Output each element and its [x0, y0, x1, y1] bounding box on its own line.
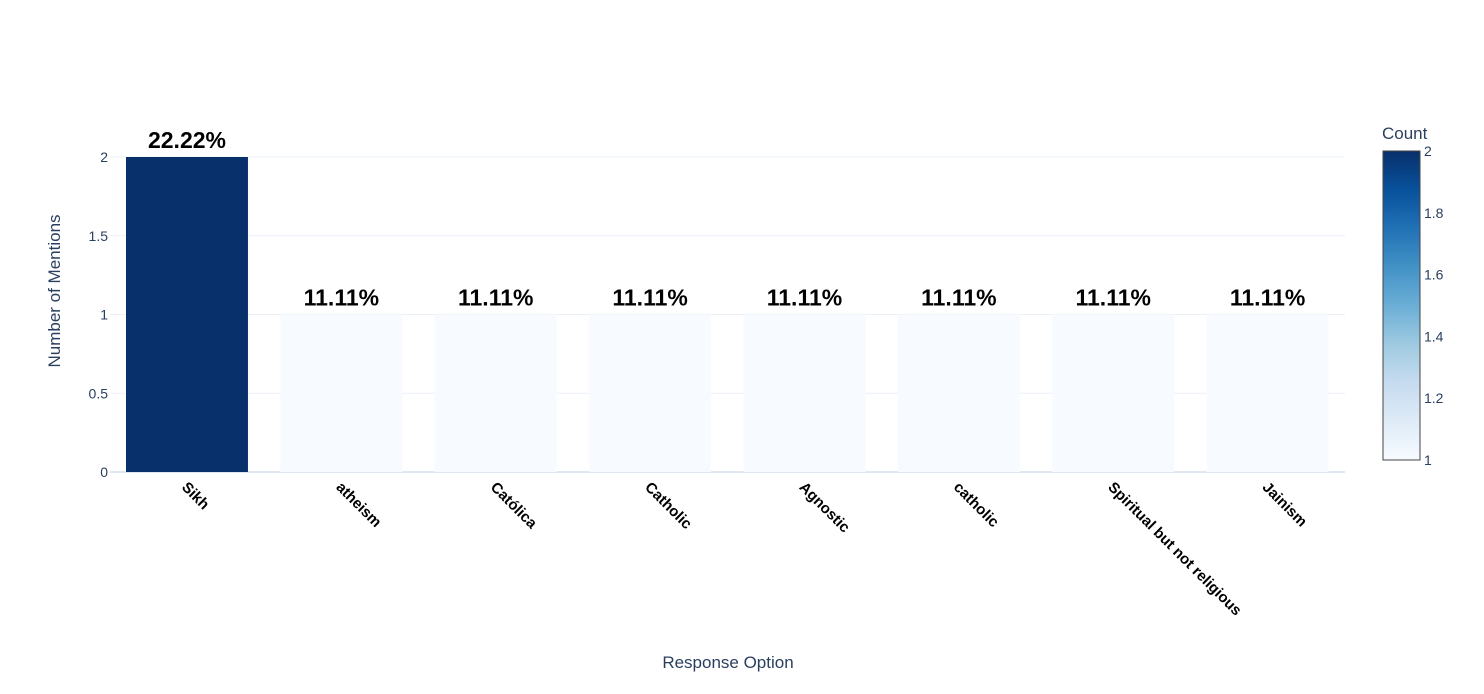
bar-5[interactable] — [743, 314, 866, 473]
x-axis-title: Response Option — [662, 653, 793, 672]
bar-value-label: 11.11% — [1230, 285, 1305, 311]
x-tick-label: Jainism — [1259, 479, 1311, 531]
y-tick-label: 1 — [100, 307, 108, 323]
bar-3[interactable] — [434, 314, 557, 473]
bar-value-label: 11.11% — [304, 285, 379, 311]
x-tick-label: Spiritual but not religious — [1104, 479, 1244, 619]
y-tick-label: 1.5 — [89, 228, 109, 244]
x-tick-label: Católica — [487, 479, 541, 533]
bar-value-label: 11.11% — [458, 285, 533, 311]
colorbar-tick-label: 1.8 — [1424, 205, 1444, 221]
bars — [126, 157, 1329, 472]
y-axis-title: Number of Mentions — [45, 214, 64, 367]
x-tick-label: Catholic — [641, 479, 695, 533]
x-tick-label: Sikh — [178, 479, 212, 513]
bar-4[interactable] — [589, 314, 712, 473]
y-tick-label: 0.5 — [89, 385, 109, 401]
colorbar-tick-label: 1.4 — [1424, 328, 1444, 344]
bar-value-label: 11.11% — [767, 285, 842, 311]
bar-7[interactable] — [1052, 314, 1175, 473]
colorbar-tick-label: 1 — [1424, 452, 1432, 468]
colorbar-tick-label: 2 — [1424, 143, 1432, 159]
y-axis-ticks: 0 0.5 1 1.5 2 — [89, 149, 109, 480]
x-tick-label: catholic — [950, 479, 1002, 531]
bar-6[interactable] — [897, 314, 1020, 473]
x-tick-label: Agnostic — [796, 479, 853, 536]
bar-2[interactable] — [280, 314, 403, 473]
colorbar-title: Count — [1382, 124, 1428, 143]
colorbar: Count 1 1.2 1.4 1.6 1.8 2 — [1382, 124, 1444, 468]
x-axis-ticks: Sikh atheism Católica Catholic Agnostic catho… — [178, 479, 1310, 619]
y-tick-label: 2 — [100, 149, 108, 165]
bar-value-label: 22.22% — [148, 127, 226, 153]
x-tick-label: atheism — [333, 479, 385, 531]
bar-1[interactable] — [126, 157, 248, 472]
colorbar-gradient — [1382, 150, 1421, 461]
colorbar-tick-label: 1.2 — [1424, 390, 1444, 406]
y-tick-label: 0 — [100, 464, 108, 480]
bar-value-label: 11.11% — [921, 285, 996, 311]
bar-8[interactable] — [1206, 314, 1329, 473]
data-labels: 22.22% 11.11% 11.11% 11.11% 11.11% 11.11% 11.1… — [148, 127, 1305, 311]
bar-value-label: 11.11% — [612, 285, 687, 311]
bar-value-label: 11.11% — [1075, 285, 1150, 311]
colorbar-tick-label: 1.6 — [1424, 267, 1444, 283]
